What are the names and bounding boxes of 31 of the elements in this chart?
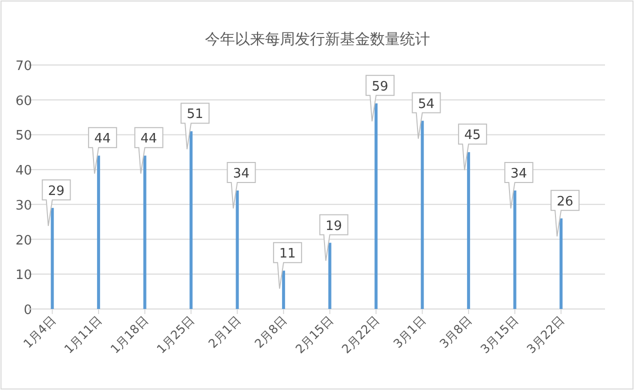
data-label: 59 — [372, 79, 388, 94]
x-tick-label: 3月15日 — [478, 313, 521, 356]
y-tick-label: 40 — [15, 164, 32, 179]
x-tick-label: 1月18日 — [108, 313, 151, 356]
x-tick-label: 2月1日 — [206, 313, 244, 351]
x-tick-label: 3月8日 — [437, 313, 475, 351]
x-tick-label: 1月11日 — [62, 313, 105, 356]
x-tick-label: 3月1日 — [390, 313, 428, 351]
y-tick-label: 20 — [15, 233, 32, 248]
data-label: 26 — [556, 194, 574, 210]
data-label: 51 — [186, 107, 204, 122]
data-label: 34 — [510, 166, 528, 182]
x-tick-label: 3月22日 — [524, 313, 568, 356]
data-label: 45 — [464, 128, 481, 144]
data-label: 34 — [233, 166, 250, 182]
y-tick-label: 30 — [15, 198, 32, 214]
x-tick-label: 2月15日 — [292, 313, 336, 356]
x-tick-label: 1月25日 — [154, 313, 198, 356]
y-tick-label: 50 — [15, 128, 32, 144]
x-tick-label: 2月22日 — [339, 313, 382, 356]
x-tick-label: 2月8日 — [252, 313, 290, 351]
data-label: 54 — [418, 96, 435, 112]
data-label: 44 — [94, 132, 111, 147]
y-tick-label: 60 — [15, 94, 32, 109]
data-label: 11 — [279, 246, 296, 262]
data-label: 44 — [140, 132, 158, 147]
chart-title: 今年以来每周发行新基金数量统计 — [205, 30, 430, 48]
data-label: 29 — [48, 184, 65, 199]
y-tick-label: 70 — [15, 59, 32, 74]
y-tick-label: 10 — [15, 268, 32, 284]
data-label: 19 — [326, 218, 342, 234]
